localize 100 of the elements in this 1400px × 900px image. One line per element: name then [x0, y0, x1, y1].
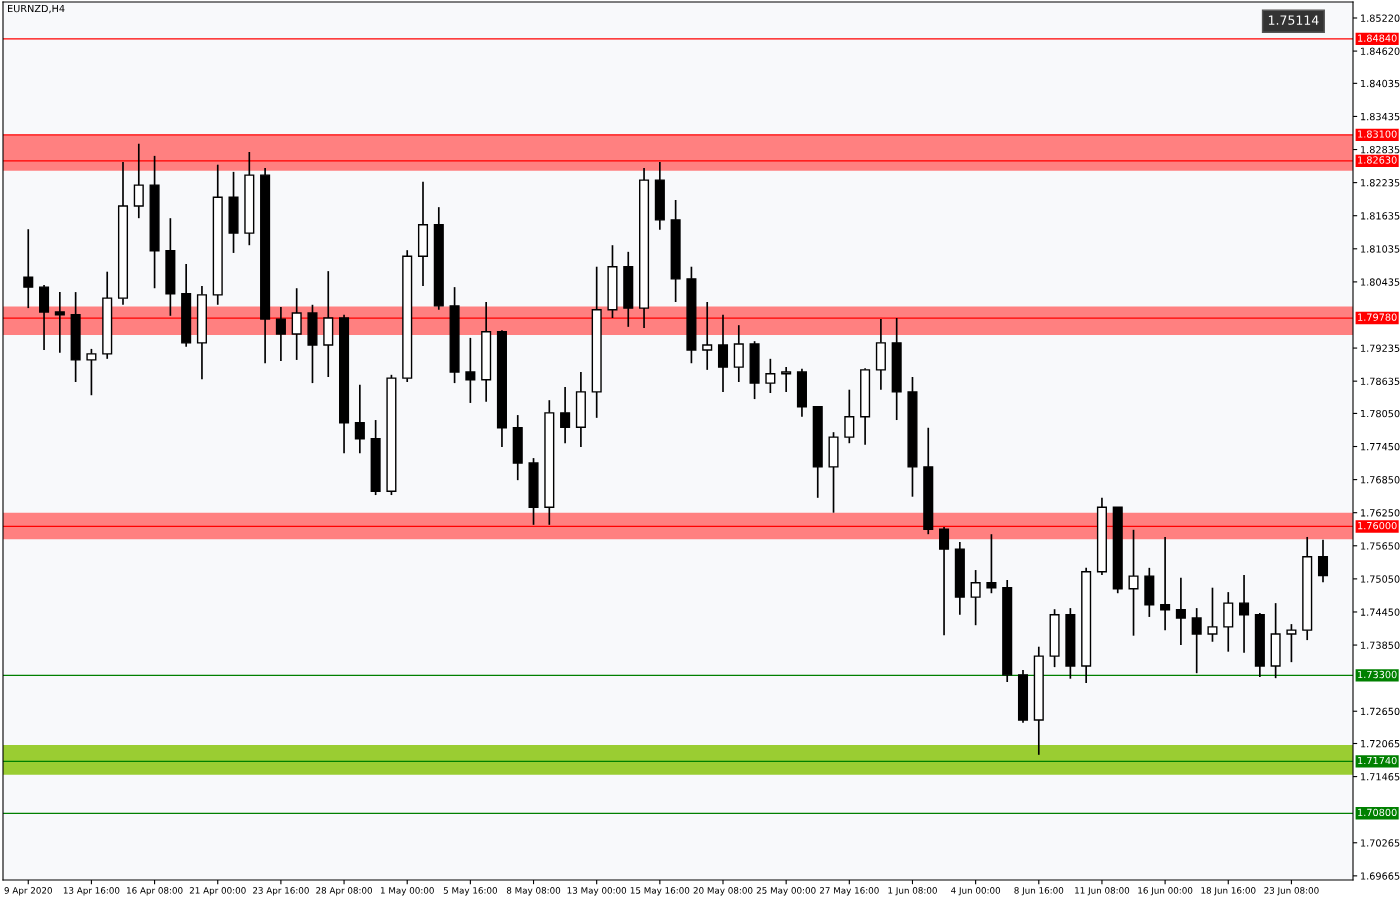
candlestick — [1144, 567, 1155, 618]
x-tick-label: 4 Jun 00:00 — [951, 887, 1001, 896]
candlestick — [1175, 576, 1186, 646]
candlestick — [702, 301, 713, 371]
x-tick-label: 9 Apr 2020 — [4, 887, 52, 896]
candlestick — [1191, 607, 1202, 675]
candlestick — [1096, 496, 1107, 576]
y-tick-label: 1.71465 — [1361, 773, 1400, 781]
y-tick-label: 1.76250 — [1361, 509, 1400, 517]
candlestick — [1302, 536, 1313, 641]
x-tick-label: 23 Jun 08:00 — [1264, 887, 1319, 896]
y-tick-label: 1.73850 — [1361, 641, 1400, 649]
candlestick — [639, 167, 650, 329]
x-tick-label: 13 Apr 16:00 — [63, 887, 120, 896]
candlestick — [433, 206, 444, 311]
candlestick — [417, 180, 429, 287]
y-tick-label: 1.70265 — [1361, 839, 1400, 847]
candlestick — [670, 199, 681, 303]
candlestick — [54, 291, 65, 354]
candlestick — [323, 270, 334, 378]
candlestick — [1081, 567, 1092, 684]
y-tick-label: 1.72065 — [1361, 739, 1400, 748]
annotation: 1.75114 — [1268, 15, 1319, 25]
ref-line-label: 1.84840 — [1358, 34, 1397, 42]
x-tick-label: 8 Jun 16:00 — [1014, 887, 1064, 896]
ref-line-label: 1.71740 — [1358, 756, 1397, 765]
ref-line-label: 1.73300 — [1358, 670, 1397, 679]
y-tick-label: 1.72650 — [1361, 707, 1400, 716]
candlestick — [165, 217, 176, 317]
candlestick — [1002, 579, 1013, 683]
candlestick — [654, 161, 665, 231]
candlestick — [70, 291, 81, 383]
candlestick — [812, 406, 823, 499]
x-tick-label: 25 May 00:00 — [756, 887, 816, 896]
candlestick — [781, 366, 792, 393]
y-tick-label: 1.84035 — [1361, 79, 1400, 88]
candlestick — [544, 399, 555, 526]
candlestick — [23, 228, 34, 309]
candlestick — [275, 306, 286, 362]
candlestick — [512, 414, 523, 481]
candlestick — [844, 388, 855, 445]
candlestick — [117, 161, 129, 306]
y-tick-label: 1.75050 — [1361, 575, 1400, 583]
y-tick-label: 1.85220 — [1361, 14, 1400, 22]
candlestick — [733, 324, 744, 383]
candlestick — [875, 318, 886, 391]
ref-line-label: 1.82630 — [1358, 156, 1397, 164]
x-tick-label: 5 May 16:00 — [443, 887, 498, 896]
y-tick-label: 1.75650 — [1361, 542, 1400, 550]
candlestick — [591, 265, 602, 419]
x-tick-label: 1 Jun 08:00 — [888, 887, 937, 896]
candlestick — [560, 386, 571, 445]
candlestick — [1112, 506, 1123, 595]
candlestick — [102, 270, 113, 360]
ref-line-label: 1.76000 — [1358, 521, 1397, 530]
x-tick-label: 21 Apr 00:00 — [189, 887, 246, 896]
candlestick — [133, 142, 144, 220]
candlestick — [1033, 645, 1044, 756]
x-tick-label: 11 Jun 08:00 — [1075, 887, 1130, 896]
ref-line-label: 1.70800 — [1358, 808, 1397, 817]
candlestick — [1160, 536, 1171, 632]
candlestick — [623, 250, 634, 328]
y-tick-label: 1.69665 — [1361, 872, 1400, 880]
candlestick — [939, 526, 950, 636]
candlestick — [244, 151, 255, 247]
ref-line-label: 1.79780 — [1358, 313, 1397, 321]
candlestick — [149, 155, 160, 290]
candlestick — [954, 541, 965, 616]
x-tick-label: 13 May 00:00 — [567, 887, 627, 896]
y-tick-label: 1.76850 — [1361, 476, 1400, 484]
candlestick — [891, 317, 902, 421]
candlestick — [717, 313, 729, 393]
candlestick — [402, 249, 413, 383]
candlestick — [1239, 574, 1250, 654]
candlestick — [228, 171, 239, 254]
y-tick-label: 1.80435 — [1361, 278, 1400, 286]
y-tick-label: 1.81035 — [1361, 245, 1400, 253]
candlestick — [575, 371, 586, 448]
y-tick-label: 1.81635 — [1361, 212, 1400, 220]
x-tick-label: 20 May 08:00 — [693, 887, 753, 896]
candlestick — [354, 383, 365, 454]
y-tick-label: 1.78635 — [1361, 377, 1400, 385]
x-tick-label: 16 Apr 08:00 — [127, 887, 183, 896]
y-tick-label: 1.83435 — [1361, 112, 1400, 121]
y-tick-label: 1.74450 — [1361, 608, 1400, 616]
candlestick — [481, 301, 492, 403]
candlestick — [1128, 528, 1139, 637]
y-tick-label: 1.84620 — [1361, 47, 1400, 55]
x-tick-label: 15 May 16:00 — [630, 887, 690, 896]
candlestick — [196, 285, 207, 381]
x-tick-label: 28 Apr 08:00 — [316, 887, 372, 896]
y-tick-label: 1.82235 — [1361, 179, 1400, 187]
x-tick-label: 1 May 00:00 — [380, 887, 434, 896]
x-tick-label: 27 May 16:00 — [819, 887, 879, 896]
x-tick-label: 23 Apr 16:00 — [253, 887, 309, 896]
candlestick — [465, 337, 476, 404]
candlestick — [1317, 538, 1329, 584]
y-tick-label: 1.82835 — [1361, 146, 1400, 154]
x-tick-label: 8 May 08:00 — [506, 887, 561, 896]
candlestick — [923, 426, 934, 536]
